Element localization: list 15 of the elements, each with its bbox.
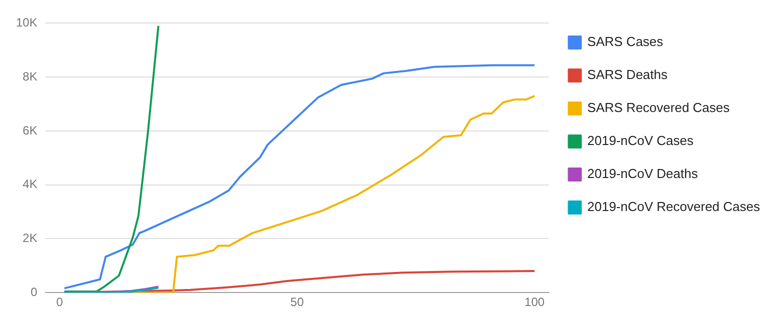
legend-label: SARS Recovered Cases — [587, 100, 730, 116]
legend-label: SARS Deaths — [587, 67, 668, 82]
y-tick-label: 0 — [30, 284, 38, 299]
legend-label: 2019-nCoV Recovered Cases — [587, 199, 760, 214]
x-tick-label: 0 — [56, 295, 64, 310]
x-tick-label: 50 — [290, 295, 304, 310]
legend-label: 2019-nCoV Cases — [587, 133, 694, 148]
legend-label: SARS Cases — [587, 34, 664, 50]
y-tick-label: 10K — [16, 16, 38, 30]
y-tick-label: 6K — [22, 123, 38, 138]
y-tick-label: 4K — [22, 177, 38, 192]
x-tick-label: 100 — [524, 295, 545, 310]
y-tick-label: 2K — [22, 231, 38, 246]
legend-label: 2019-nCoV Deaths — [587, 166, 698, 182]
y-tick-label: 8K — [22, 69, 38, 84]
